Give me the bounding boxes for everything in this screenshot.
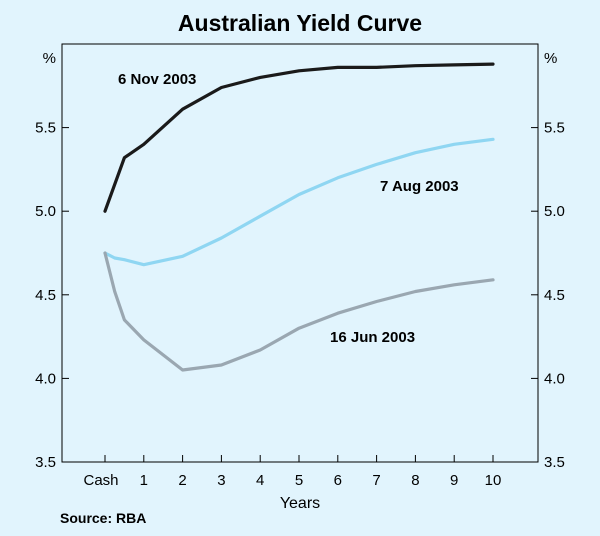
series-line-2 [103,137,495,267]
x-tick-label: 5 [295,472,303,489]
source-note: Source: RBA [60,510,147,526]
y-unit-right: % [544,50,557,67]
lines-layer [103,62,495,372]
labels-layer: 3.5 3.5 4.0 4.0 4.5 4.5 5.0 5.0 5.5 5.5% % Cash 1 2 3 4… [35,50,565,512]
y-unit-left: % [43,50,56,67]
y-tick-label-right: 5.5 [544,120,565,137]
y-tick-label-left: 4.0 [35,370,56,387]
series-label-1: 6 Nov 2003 [118,71,196,88]
plot-frame [61,43,539,463]
y-tick-label-left: 3.5 [35,454,56,471]
y-tick-label-right: 4.5 [544,287,565,304]
y-tick-label-right: 4.0 [544,370,565,387]
series-line-1 [103,62,495,213]
x-tick-label: 8 [411,472,419,489]
x-tick-label: 4 [256,472,264,489]
series-label-2: 7 Aug 2003 [380,178,459,195]
x-tick-label: 1 [140,472,148,489]
x-tick-label: 9 [450,472,458,489]
ticks-layer [62,127,538,462]
y-tick-label-left: 5.0 [35,203,56,220]
series-label-3: 16 Jun 2003 [330,329,415,346]
chart-title: Australian Yield Curve [177,10,423,36]
x-tick-label: 2 [178,472,186,489]
y-tick-label-left: 4.5 [35,287,56,304]
x-axis-label: Years [280,495,320,512]
x-tick-label: 7 [372,472,380,489]
y-tick-label-right: 5.0 [544,203,565,220]
x-tick-label: 10 [485,472,502,489]
x-tick-label: 6 [334,472,342,489]
x-tick-label: 3 [217,472,225,489]
x-tick-label: Cash [83,472,118,489]
y-tick-label-right: 3.5 [544,454,565,471]
y-tick-label-left: 5.5 [35,120,56,137]
series-line-3 [103,251,495,372]
